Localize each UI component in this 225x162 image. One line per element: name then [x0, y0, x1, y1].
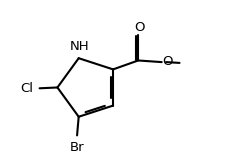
Text: O: O [134, 21, 144, 34]
Text: Cl: Cl [20, 82, 33, 95]
Text: Br: Br [70, 141, 84, 154]
Text: O: O [162, 55, 173, 68]
Text: NH: NH [70, 40, 89, 53]
